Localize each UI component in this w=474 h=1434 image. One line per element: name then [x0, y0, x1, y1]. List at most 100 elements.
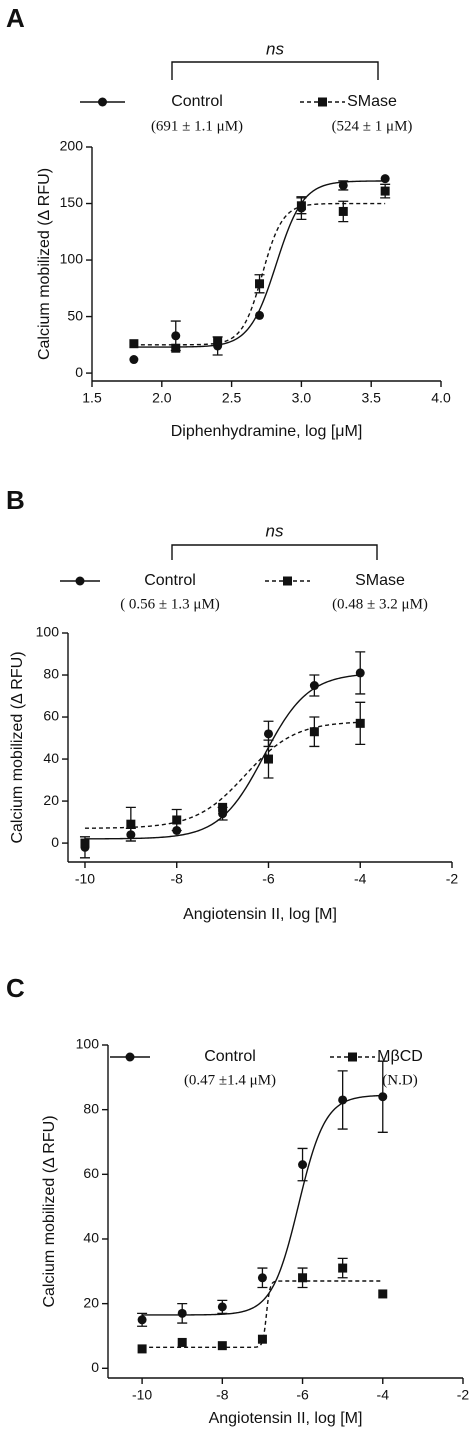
data-point [355, 718, 365, 728]
significance-label: ns [266, 39, 284, 58]
data-point [217, 1341, 227, 1351]
x-axis-title: Angiotensin II, log [M] [209, 1410, 363, 1427]
y-axis-title: Calcium mobilized (Δ RFU) [9, 651, 26, 843]
significance-label: ns [266, 521, 284, 540]
data-point [380, 174, 390, 184]
panel-label: A [6, 3, 25, 33]
legend-note: (0.48 ± 3.2 μM) [332, 596, 428, 612]
data-point [380, 186, 390, 196]
legend-note: (0.47 ±1.4 μM) [184, 1072, 276, 1088]
data-point [378, 1289, 388, 1299]
x-tick-label: -8 [171, 871, 184, 887]
data-point [309, 681, 319, 691]
legend-marker [125, 1052, 135, 1062]
legend-marker [318, 97, 327, 107]
y-axis-title: Calcium mobilized (Δ RFU) [36, 168, 53, 360]
y-tick-label: 20 [43, 792, 59, 808]
data-point [129, 355, 139, 365]
y-tick-label: 100 [36, 624, 60, 640]
x-tick-label: 3.5 [361, 390, 381, 406]
y-tick-label: 0 [75, 364, 83, 380]
x-tick-label: -10 [132, 1387, 152, 1403]
legend-marker [283, 576, 292, 586]
y-tick-label: 0 [91, 1359, 99, 1375]
legend-note: (N.D) [382, 1072, 417, 1088]
y-tick-label: 150 [60, 194, 84, 210]
panel-label: B [6, 485, 25, 515]
x-tick-label: -8 [216, 1387, 229, 1403]
y-tick-label: 80 [83, 1100, 99, 1116]
x-tick-label: 2.5 [222, 390, 242, 406]
data-point [263, 729, 273, 739]
y-tick-label: 60 [43, 708, 59, 724]
data-point [257, 1273, 267, 1283]
data-point [177, 1337, 187, 1347]
x-tick-label: -2 [457, 1387, 470, 1403]
legend-marker [75, 576, 85, 586]
legend-label: Control [171, 93, 223, 110]
y-tick-label: 200 [60, 138, 84, 154]
legend-label: Control [144, 572, 196, 589]
y-tick-label: 100 [60, 251, 84, 267]
x-tick-label: 3.0 [292, 390, 312, 406]
y-axis-title: Calcium mobilized (Δ RFU) [41, 1115, 58, 1307]
legend-note: (691 ± 1.1 μM) [151, 118, 243, 134]
x-tick-label: -2 [446, 871, 459, 887]
significance-bracket [171, 544, 378, 560]
y-tick-label: 20 [83, 1294, 99, 1310]
data-point [171, 331, 181, 341]
data-point [126, 819, 136, 829]
x-axis-title: Diphenhydramine, log [μM] [171, 423, 363, 440]
x-tick-label: 2.0 [152, 390, 172, 406]
y-tick-label: 0 [51, 834, 59, 850]
data-point [129, 339, 139, 349]
data-point [338, 206, 348, 216]
legend-label: SMase [355, 572, 405, 589]
data-point [309, 727, 319, 737]
data-point [378, 1092, 388, 1102]
x-tick-label: -4 [377, 1387, 390, 1403]
data-point [137, 1315, 147, 1325]
y-tick-label: 100 [76, 1036, 100, 1052]
data-point [171, 343, 181, 353]
data-point [255, 279, 265, 289]
data-point [355, 668, 365, 678]
data-point [213, 336, 223, 346]
data-point [217, 1302, 227, 1312]
y-tick-label: 40 [83, 1230, 99, 1246]
data-point [296, 201, 306, 211]
x-tick-label: -10 [75, 871, 95, 887]
y-tick-label: 40 [43, 750, 59, 766]
x-tick-label: 1.5 [82, 390, 102, 406]
data-point [298, 1273, 308, 1283]
legend-label: MβCD [377, 1048, 423, 1065]
data-point [80, 838, 90, 848]
data-point [298, 1160, 308, 1170]
data-point [338, 180, 348, 190]
data-point [218, 802, 228, 812]
legend-label: Control [204, 1048, 256, 1065]
fit-curve [142, 1280, 383, 1348]
data-point [338, 1095, 348, 1105]
x-axis-title: Angiotensin II, log [M] [183, 906, 337, 923]
legend-note: ( 0.56 ± 1.3 μM) [120, 596, 220, 612]
fit-curve [133, 180, 386, 348]
data-point [137, 1344, 147, 1354]
x-tick-label: -4 [354, 871, 367, 887]
data-point [255, 310, 265, 320]
y-tick-label: 50 [67, 307, 83, 323]
data-point [257, 1334, 267, 1344]
x-tick-label: -6 [296, 1387, 309, 1403]
panel-label: C [6, 973, 25, 1003]
y-tick-label: 60 [83, 1165, 99, 1181]
legend-marker [98, 97, 107, 107]
data-point [172, 815, 182, 825]
legend-label: SMase [347, 93, 397, 110]
data-point [338, 1263, 348, 1273]
data-point [263, 754, 273, 764]
legend-marker [348, 1052, 357, 1062]
y-tick-label: 80 [43, 666, 59, 682]
significance-bracket [171, 61, 379, 80]
